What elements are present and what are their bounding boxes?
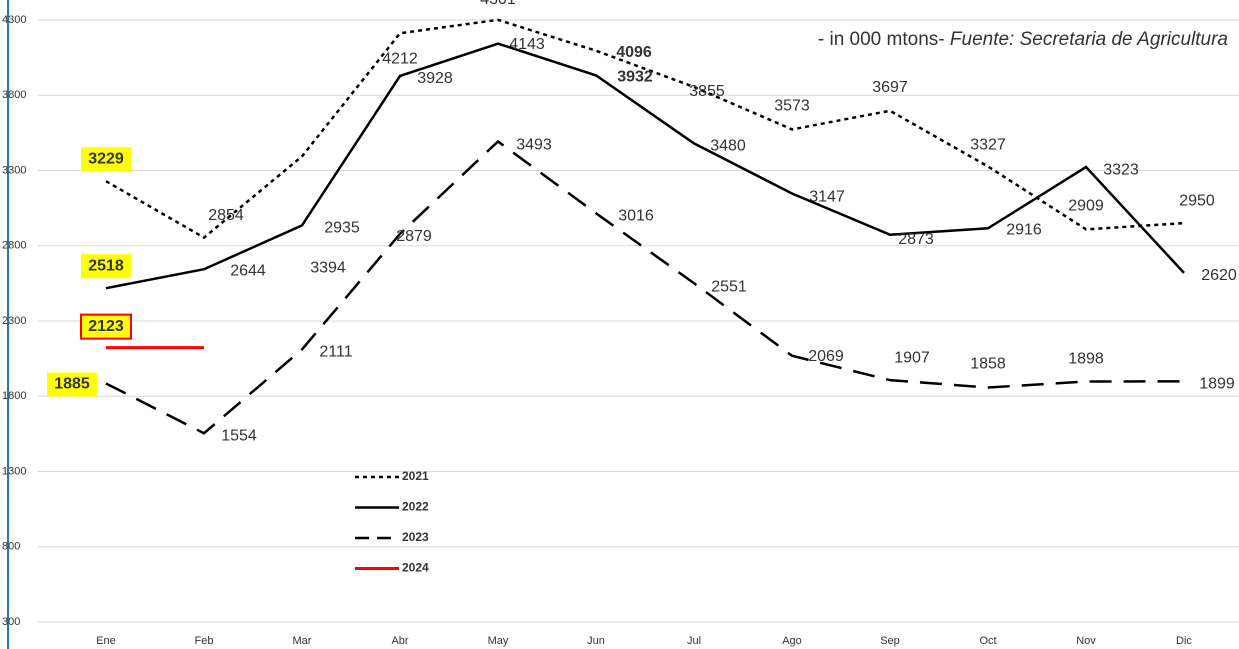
data-label: 3147 bbox=[809, 189, 845, 206]
data-label: 1898 bbox=[1068, 351, 1104, 368]
legend-label: 2024 bbox=[402, 561, 429, 575]
subtitle-unit: - in 000 mtons- bbox=[818, 29, 945, 50]
data-label: 3394 bbox=[310, 260, 346, 277]
y-tick-label: 1800 bbox=[2, 390, 26, 402]
x-tick-label: Nov bbox=[1076, 635, 1096, 647]
y-tick-label: 3800 bbox=[2, 89, 26, 101]
data-label: 1858 bbox=[970, 356, 1006, 373]
data-label: 3327 bbox=[970, 137, 1006, 154]
data-label: 3697 bbox=[872, 79, 908, 96]
data-label: 3016 bbox=[618, 207, 654, 224]
y-tick-label: 800 bbox=[2, 541, 20, 553]
y-tick-label: 2800 bbox=[2, 240, 26, 252]
data-label: 1554 bbox=[221, 427, 257, 444]
x-tick-label: Oct bbox=[979, 635, 996, 647]
subtitle-source: Fuente: Secretaria de Agricultura bbox=[950, 29, 1228, 50]
label-highlight bbox=[81, 254, 131, 279]
data-label: 2909 bbox=[1068, 198, 1104, 215]
data-label: 2873 bbox=[898, 231, 934, 248]
data-label: 4301 bbox=[480, 0, 516, 8]
data-label: 2950 bbox=[1179, 192, 1215, 209]
x-tick-label: Jun bbox=[587, 635, 605, 647]
y-tick-label: 2300 bbox=[2, 315, 26, 327]
data-label: 3229 bbox=[88, 150, 124, 167]
data-label: 2916 bbox=[1006, 222, 1042, 239]
x-tick-label: Dic bbox=[1176, 635, 1192, 647]
data-label: 3928 bbox=[417, 70, 453, 87]
legend-label: 2021 bbox=[402, 469, 429, 483]
label-highlight bbox=[81, 147, 131, 172]
x-tick-label: Abr bbox=[391, 635, 408, 647]
y-tick-label: 1300 bbox=[2, 465, 26, 477]
x-tick-label: Feb bbox=[195, 635, 214, 647]
data-label: 3480 bbox=[710, 138, 746, 155]
data-label: 2111 bbox=[319, 344, 352, 361]
y-tick-label: 4300 bbox=[2, 14, 26, 26]
legend-label: 2023 bbox=[402, 530, 429, 544]
data-label: 2620 bbox=[1201, 267, 1237, 284]
data-label: 1899 bbox=[1199, 376, 1235, 393]
grid bbox=[38, 19, 1239, 623]
data-label: 4143 bbox=[509, 36, 545, 53]
series-line bbox=[105, 139, 1185, 435]
data-label: 2518 bbox=[88, 257, 124, 274]
data-label: 2935 bbox=[324, 220, 360, 237]
data-label: 2123 bbox=[88, 318, 124, 335]
data-label: 4212 bbox=[382, 50, 418, 67]
data-label: 2879 bbox=[396, 228, 432, 245]
data-label: 2551 bbox=[711, 278, 747, 295]
label-highlight bbox=[80, 313, 132, 340]
data-label: 3573 bbox=[774, 98, 810, 115]
data-label: 2644 bbox=[230, 262, 266, 279]
x-tick-label: Ene bbox=[96, 635, 116, 647]
label-highlight bbox=[47, 372, 97, 397]
x-tick-label: Mar bbox=[293, 635, 312, 647]
series-line bbox=[105, 18, 1185, 240]
legend-label: 2022 bbox=[402, 500, 429, 514]
y-tick-label: 300 bbox=[2, 616, 20, 628]
chart-subtitle: - in 000 mtons- Fuente: Secretaria de Ag… bbox=[818, 29, 1228, 50]
data-label: 3855 bbox=[689, 83, 725, 100]
data-label: 1885 bbox=[54, 376, 90, 393]
data-label: 2069 bbox=[808, 348, 844, 365]
x-tick-label: Sep bbox=[880, 635, 900, 647]
data-label: 1907 bbox=[894, 349, 930, 366]
series-line bbox=[105, 42, 1185, 290]
data-label: 3493 bbox=[516, 137, 552, 154]
data-label: 4096 bbox=[616, 44, 652, 61]
data-label: 3323 bbox=[1103, 161, 1139, 178]
x-tick-label: Jul bbox=[687, 635, 701, 647]
data-label: 3932 bbox=[617, 69, 653, 86]
data-label: 2854 bbox=[208, 207, 244, 224]
x-tick-label: Ago bbox=[782, 635, 802, 647]
y-tick-label: 3300 bbox=[2, 164, 26, 176]
x-tick-label: May bbox=[488, 635, 509, 647]
